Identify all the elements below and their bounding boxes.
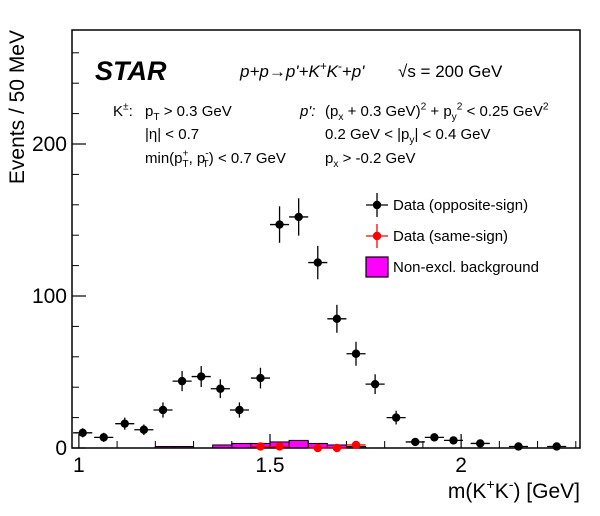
data-point xyxy=(476,439,485,448)
text-part: p+p→p'+K xyxy=(239,62,320,81)
y-tick-label: 100 xyxy=(32,285,67,308)
data-point xyxy=(370,379,380,389)
legend-marker xyxy=(365,256,389,278)
text-part: |η| < 0.7 xyxy=(145,126,199,143)
text-part: T xyxy=(182,159,188,170)
text-part: > -0.2 GeV xyxy=(338,150,415,167)
background-bar xyxy=(288,439,309,449)
text-part: + xyxy=(320,61,327,73)
data-point xyxy=(78,428,87,437)
text-part: K xyxy=(327,62,339,81)
text-part: 2 xyxy=(543,102,549,113)
legend-label: Data (opposite-sign) xyxy=(393,197,528,214)
data-point xyxy=(177,376,187,386)
annotation: 0.2 GeV < |py| < 0.4 GeV xyxy=(325,126,491,146)
annotation: |η| < 0.7 xyxy=(145,126,199,143)
data-point xyxy=(351,349,361,358)
legend-label: Non-excl. background xyxy=(393,259,539,276)
x-axis-label: m(K+K-) [GeV] xyxy=(448,477,580,503)
text-part: +p' xyxy=(342,62,365,81)
text-part: T xyxy=(203,159,209,170)
text-part: ) [GeV] xyxy=(513,480,580,503)
text-part: T xyxy=(153,112,159,123)
data-point xyxy=(275,442,284,451)
text-part: + p xyxy=(426,103,451,120)
text-part: y xyxy=(452,112,458,123)
annotation: p': xyxy=(299,103,315,120)
text-part: < 0.25 GeV xyxy=(462,103,542,120)
y-tick-label: 200 xyxy=(32,133,67,156)
text-part: x xyxy=(333,159,338,170)
annotation: √s = 200 GeV xyxy=(398,62,503,81)
text-part: - xyxy=(205,149,208,160)
text-part: 0.2 GeV < |p xyxy=(325,126,409,143)
data-point xyxy=(235,405,244,415)
annotation: px > -0.2 GeV xyxy=(325,150,416,170)
y-axis-label: Events / 50 MeV xyxy=(6,30,29,184)
data-point xyxy=(256,442,265,451)
annotation: STAR xyxy=(95,56,167,86)
annotation: p+p→p'+K+K-+p' xyxy=(239,61,365,81)
text-part: min(p xyxy=(145,150,183,167)
text-part: y xyxy=(409,135,415,146)
data-point xyxy=(332,443,342,453)
text-part: > 0.3 GeV xyxy=(160,103,232,120)
data-point xyxy=(514,442,523,451)
text-part: p': xyxy=(299,103,315,120)
data-point xyxy=(196,372,206,381)
text-part: p xyxy=(145,103,153,120)
annotation: min(p+ T, p-T) < 0.7 GeV xyxy=(145,149,286,171)
text-part: p xyxy=(325,150,333,167)
annotation: pT > 0.3 GeV xyxy=(145,103,232,123)
text-part: ± xyxy=(123,102,129,113)
x-tick-label: 1.5 xyxy=(255,454,284,477)
text-part: K xyxy=(495,480,509,503)
data-point xyxy=(120,419,129,428)
y-tick-label: 0 xyxy=(55,437,67,460)
data-point xyxy=(158,405,168,415)
text-part: - xyxy=(509,477,514,493)
x-tick-label: 2 xyxy=(455,454,467,477)
text-part: - xyxy=(338,61,342,73)
data-point xyxy=(313,443,322,453)
data-point xyxy=(552,442,561,451)
data-point xyxy=(391,413,401,422)
text-part: STAR xyxy=(95,56,167,86)
data-point xyxy=(294,212,303,222)
data-point xyxy=(99,433,108,442)
text-part: 2 xyxy=(421,102,427,113)
text-part: + xyxy=(183,149,189,160)
text-part: x xyxy=(338,112,343,123)
data-point xyxy=(313,258,322,267)
data-point xyxy=(411,437,420,447)
x-tick-label: 1 xyxy=(73,454,85,477)
legend-label: Data (same-sign) xyxy=(393,228,508,245)
text-part: | < 0.4 GeV xyxy=(414,126,490,143)
text-part: 2 xyxy=(457,102,463,113)
legend-marker xyxy=(372,231,382,241)
text-part: K xyxy=(113,103,123,120)
data-point xyxy=(216,384,225,393)
data-point xyxy=(351,440,361,450)
data-point xyxy=(275,220,284,229)
text-part: ) < 0.7 GeV xyxy=(209,150,286,167)
data-point xyxy=(332,314,342,323)
legend-marker xyxy=(372,200,382,210)
text-part: , p xyxy=(189,150,206,167)
text-part: + 0.3 GeV) xyxy=(343,103,420,120)
text-part: : xyxy=(129,103,133,120)
data-point xyxy=(139,425,149,434)
text-part: √s = 200 GeV xyxy=(398,62,503,81)
text-part: m(K xyxy=(448,480,487,503)
data-point xyxy=(449,436,458,445)
annotation: K±: xyxy=(113,102,133,120)
data-point xyxy=(256,373,265,383)
text-part: (p xyxy=(325,103,338,120)
text-part: + xyxy=(486,477,494,493)
annotation: (px + 0.3 GeV)2 + py2 < 0.25 GeV2 xyxy=(325,102,549,124)
data-point xyxy=(430,433,439,442)
